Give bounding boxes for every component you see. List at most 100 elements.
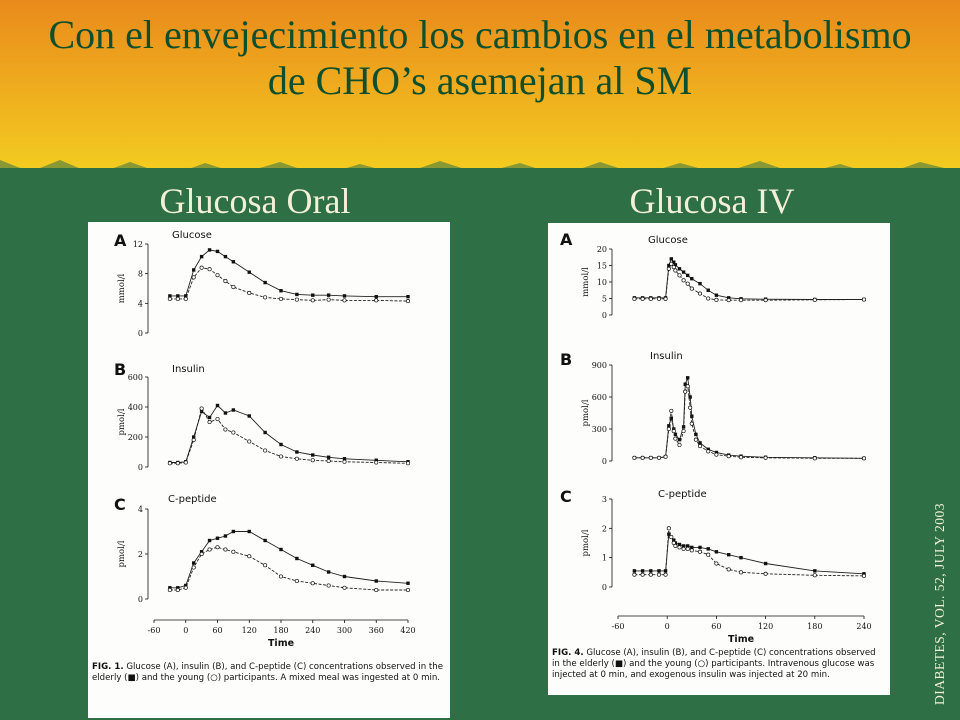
data-point-elderly xyxy=(694,432,698,437)
data-point-elderly xyxy=(342,574,347,579)
panel-letter-a: A xyxy=(114,231,127,250)
data-point-elderly xyxy=(215,536,220,540)
data-point-young xyxy=(697,549,703,554)
caption-fig1: FIG. 1. Glucose (A), insulin (B), and C-… xyxy=(92,662,444,684)
y-tick-label: 3 xyxy=(602,495,607,504)
header-iv-glucose: Glucosa IV xyxy=(629,181,795,221)
y-tick-label: 8 xyxy=(138,270,143,279)
x-tick-label: 180 xyxy=(273,626,288,635)
data-point-young xyxy=(726,298,731,303)
y-tick-label: 20 xyxy=(597,245,607,254)
data-point-elderly xyxy=(223,254,228,259)
caption-fig1-label: FIG. 1. xyxy=(92,662,124,672)
data-point-young xyxy=(223,427,228,432)
data-point-young xyxy=(640,455,645,460)
data-point-elderly xyxy=(727,553,731,557)
x-tick-label: -60 xyxy=(612,622,625,631)
data-point-young xyxy=(706,296,711,301)
data-point-elderly xyxy=(223,411,228,415)
data-point-elderly xyxy=(813,569,817,573)
panel-letter-c: C xyxy=(560,487,572,506)
data-point-elderly xyxy=(657,569,661,573)
data-point-young xyxy=(706,552,711,557)
data-point-young xyxy=(683,389,688,394)
data-point-young xyxy=(640,296,645,301)
series-line-elderly xyxy=(169,531,409,589)
series-line-young xyxy=(169,267,409,302)
data-point-young xyxy=(405,587,411,593)
data-point-young xyxy=(207,267,212,272)
y-tick-label: 900 xyxy=(592,361,607,370)
y-tick-label: 0 xyxy=(138,329,143,338)
data-point-young xyxy=(689,286,694,291)
data-point-young xyxy=(738,298,744,303)
data-point-elderly xyxy=(374,579,378,583)
data-point-young xyxy=(175,587,180,593)
caption-fig4-text: Glucose (A), insulin (B), and C-peptide … xyxy=(552,648,876,680)
data-point-elderly xyxy=(247,529,251,534)
data-point-young xyxy=(167,296,172,301)
data-point-young xyxy=(278,454,284,459)
y-tick-label: 0 xyxy=(138,463,143,472)
data-point-elderly xyxy=(673,263,678,267)
data-point-elderly xyxy=(677,437,682,442)
data-point-young xyxy=(374,460,379,465)
data-point-young xyxy=(681,429,686,434)
y-axis-label: mmol/l xyxy=(117,273,127,303)
data-point-elderly xyxy=(669,416,673,421)
caption-fig4: FIG. 4. Glucose (A), insulin (B), and C-… xyxy=(552,648,886,681)
data-point-elderly xyxy=(176,586,180,590)
data-point-elderly xyxy=(231,408,236,412)
data-point-elderly xyxy=(706,447,710,451)
y-tick-label: 300 xyxy=(592,425,607,434)
data-point-young xyxy=(697,291,703,296)
data-point-elderly xyxy=(342,457,347,461)
y-tick-label: 4 xyxy=(138,505,143,514)
data-point-young xyxy=(689,421,694,426)
data-point-young xyxy=(215,273,220,278)
data-point-young xyxy=(199,406,204,411)
data-point-elderly xyxy=(279,547,283,552)
data-point-elderly xyxy=(199,254,204,259)
data-point-young xyxy=(191,437,196,443)
data-point-elderly xyxy=(677,267,682,271)
data-point-elderly xyxy=(690,414,694,418)
data-point-young xyxy=(231,284,236,290)
data-point-young xyxy=(812,297,817,302)
data-point-elderly xyxy=(714,450,719,455)
data-point-young xyxy=(666,526,671,531)
data-point-elderly xyxy=(686,544,690,548)
data-point-elderly xyxy=(698,441,702,445)
data-point-elderly xyxy=(688,395,692,399)
data-point-young xyxy=(861,573,867,578)
data-point-elderly xyxy=(279,442,283,447)
data-point-elderly xyxy=(207,538,212,543)
data-point-elderly xyxy=(263,280,267,285)
x-axis-label: Time xyxy=(268,638,294,649)
data-point-young xyxy=(263,295,268,300)
data-point-young xyxy=(632,455,637,460)
data-point-young xyxy=(632,296,637,301)
data-point-young xyxy=(231,549,236,554)
data-point-young xyxy=(183,296,188,301)
y-tick-label: 0 xyxy=(138,595,143,604)
data-point-young xyxy=(685,384,690,389)
header-oral-glucose: Glucosa Oral xyxy=(159,181,351,221)
y-axis-label: pmol/l xyxy=(117,408,127,435)
data-point-elderly xyxy=(279,289,283,293)
y-tick-label: 2 xyxy=(138,550,143,559)
data-point-young xyxy=(223,279,228,284)
data-point-young xyxy=(326,458,331,464)
data-point-elderly xyxy=(686,376,690,380)
data-point-young xyxy=(247,554,252,559)
data-point-elderly xyxy=(231,260,236,264)
data-point-elderly xyxy=(677,542,682,547)
data-point-elderly xyxy=(207,415,212,420)
data-point-young xyxy=(342,459,347,464)
data-point-elderly xyxy=(168,294,172,298)
data-point-elderly xyxy=(683,382,687,386)
data-point-young xyxy=(191,565,196,570)
data-point-young xyxy=(278,296,284,301)
data-point-elderly xyxy=(191,435,196,439)
